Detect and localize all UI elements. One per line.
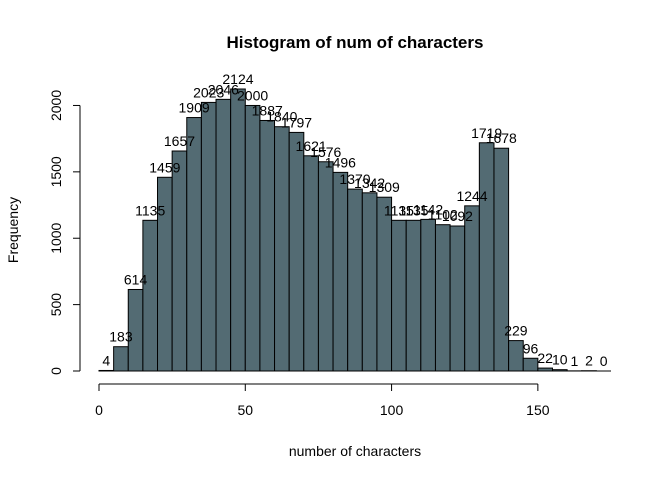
histogram-bar: [113, 346, 129, 372]
bar-value-label: 1657: [164, 133, 195, 149]
histogram-bar: [449, 225, 466, 372]
histogram-bar: [391, 219, 407, 372]
bar-value-label: 1459: [149, 159, 180, 175]
histogram-bar: [288, 131, 305, 372]
bar-value-label: 10: [552, 352, 568, 368]
bar-value-label: 1: [571, 353, 579, 369]
bar-value-label: 96: [523, 340, 539, 356]
chart-title: Histogram of num of characters: [227, 33, 484, 52]
histogram-bar: [420, 218, 436, 372]
y-tick-label: 500: [48, 293, 64, 317]
histogram-bar: [186, 117, 202, 372]
histogram-bar: [508, 340, 524, 372]
bar-value-label: 2: [585, 353, 593, 369]
bar-value-label: 1840: [266, 109, 297, 125]
histogram-bar: [405, 219, 422, 372]
histogram-bar: [244, 104, 261, 372]
y-tick-label: 0: [48, 367, 64, 375]
bar-value-label: 1135: [384, 202, 414, 218]
bar-value-label: 22: [537, 350, 553, 366]
bar-value-label: 0: [600, 353, 608, 369]
bar-value-label: 2124: [222, 71, 253, 87]
histogram-bar: [274, 126, 290, 372]
bar-value-label: 1496: [325, 154, 356, 170]
x-tick-label: 100: [380, 402, 404, 418]
x-tick-label: 0: [95, 402, 103, 418]
data-labels-group: 4183614113514591657190920232046212420001…: [102, 71, 607, 369]
histogram-bar: [347, 188, 363, 372]
bar-value-label: 1142: [413, 201, 443, 217]
bar-value-label: 1678: [486, 130, 517, 146]
histogram-bar: [376, 196, 393, 372]
bar-value-label: 1370: [339, 171, 370, 187]
bar-value-label: 229: [504, 323, 528, 339]
bar-value-label: 1309: [369, 179, 400, 195]
histogram-bar: [215, 98, 232, 372]
bar-value-label: 1244: [456, 188, 487, 204]
y-tick-label: 1500: [48, 156, 64, 187]
histogram-bar: [200, 101, 217, 372]
y-tick-label: 1000: [48, 222, 64, 253]
bar-value-label: 2023: [193, 84, 224, 100]
bar-value-label: 183: [109, 329, 133, 345]
y-axis-label: Frequency: [5, 197, 21, 263]
bar-value-label: 614: [124, 271, 148, 287]
histogram-bar: [317, 161, 334, 372]
histogram-bar: [230, 88, 246, 372]
histogram-bar: [332, 171, 349, 372]
bar-value-label: 1621: [296, 138, 327, 154]
bar-value-label: 1092: [442, 208, 473, 224]
x-tick-label: 50: [237, 402, 253, 418]
bar-value-label: 1102: [428, 207, 458, 223]
x-tick-label: 150: [526, 402, 550, 418]
bar-value-label: 1135: [398, 202, 428, 218]
histogram-bar: [361, 192, 378, 372]
histogram-bar: [259, 119, 276, 372]
y-tick-label: 2000: [48, 90, 64, 121]
bar-value-label: 1909: [179, 100, 210, 116]
bar-value-label: 1342: [354, 175, 385, 191]
histogram-bar: [142, 219, 159, 372]
bar-value-label: 4: [102, 352, 110, 368]
bar-value-label: 1797: [281, 114, 312, 130]
x-axis-label: number of characters: [289, 443, 421, 459]
bar-value-label: 2046: [208, 81, 239, 97]
histogram-bar: [478, 142, 495, 372]
bar-value-label: 1887: [252, 102, 283, 118]
bar-value-label: 1135: [135, 202, 165, 218]
histogram-bar: [464, 205, 480, 372]
histogram-bar: [434, 224, 451, 372]
x-axis: 0 50 100 150: [95, 383, 550, 418]
histogram-bar: [171, 150, 188, 372]
bars-group: [98, 88, 611, 372]
y-axis: 0 500 1000 1500 2000: [48, 90, 81, 375]
bar-value-label: 1719: [471, 125, 502, 141]
bar-value-label: 1576: [310, 144, 341, 160]
bar-value-label: 2000: [237, 87, 268, 103]
histogram-bar: [303, 155, 319, 372]
histogram-bar: [522, 357, 539, 372]
